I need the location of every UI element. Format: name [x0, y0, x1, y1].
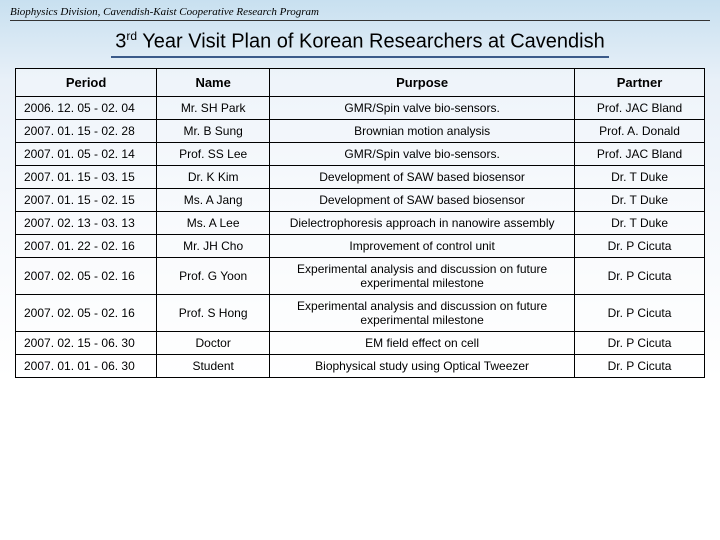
cell-period: 2007. 02. 15 - 06. 30	[16, 331, 157, 354]
cell-partner: Dr. T Duke	[575, 188, 705, 211]
table-row: 2007. 01. 15 - 03. 15Dr. K KimDevelopmen…	[16, 165, 705, 188]
cell-partner: Dr. P Cicuta	[575, 294, 705, 331]
cell-partner: Prof. JAC Bland	[575, 96, 705, 119]
col-header-purpose: Purpose	[270, 68, 575, 96]
cell-name: Mr. SH Park	[157, 96, 270, 119]
org-underline	[10, 20, 710, 21]
cell-period: 2007. 02. 05 - 02. 16	[16, 257, 157, 294]
cell-name: Ms. A Lee	[157, 211, 270, 234]
table-row: 2007. 02. 05 - 02. 16Prof. G YoonExperim…	[16, 257, 705, 294]
table-row: 2007. 01. 15 - 02. 28Mr. B SungBrownian …	[16, 119, 705, 142]
cell-partner: Dr. P Cicuta	[575, 354, 705, 377]
table-body: 2006. 12. 05 - 02. 04Mr. SH ParkGMR/Spin…	[16, 96, 705, 377]
cell-name: Prof. G Yoon	[157, 257, 270, 294]
cell-partner: Dr. T Duke	[575, 165, 705, 188]
cell-name: Student	[157, 354, 270, 377]
cell-purpose: Brownian motion analysis	[270, 119, 575, 142]
cell-period: 2007. 02. 05 - 02. 16	[16, 294, 157, 331]
cell-purpose: Development of SAW based biosensor	[270, 188, 575, 211]
table-row: 2007. 01. 05 - 02. 14Prof. SS LeeGMR/Spi…	[16, 142, 705, 165]
cell-purpose: Development of SAW based biosensor	[270, 165, 575, 188]
table-row: 2007. 02. 15 - 06. 30DoctorEM field effe…	[16, 331, 705, 354]
cell-purpose: Experimental analysis and discussion on …	[270, 257, 575, 294]
table-row: 2007. 02. 13 - 03. 13Ms. A LeeDielectrop…	[16, 211, 705, 234]
cell-partner: Prof. A. Donald	[575, 119, 705, 142]
visit-plan-table: Period Name Purpose Partner 2006. 12. 05…	[15, 68, 705, 378]
cell-name: Dr. K Kim	[157, 165, 270, 188]
cell-partner: Dr. P Cicuta	[575, 331, 705, 354]
page-title: 3rd Year Visit Plan of Korean Researcher…	[0, 29, 720, 58]
cell-purpose: Improvement of control unit	[270, 234, 575, 257]
cell-period: 2007. 01. 15 - 02. 15	[16, 188, 157, 211]
cell-purpose: GMR/Spin valve bio-sensors.	[270, 96, 575, 119]
cell-name: Prof. S Hong	[157, 294, 270, 331]
title-prefix: 3	[115, 31, 126, 53]
cell-name: Mr. JH Cho	[157, 234, 270, 257]
table-row: 2007. 01. 15 - 02. 15Ms. A JangDevelopme…	[16, 188, 705, 211]
cell-partner: Prof. JAC Bland	[575, 142, 705, 165]
cell-period: 2006. 12. 05 - 02. 04	[16, 96, 157, 119]
cell-name: Mr. B Sung	[157, 119, 270, 142]
cell-period: 2007. 01. 15 - 02. 28	[16, 119, 157, 142]
cell-partner: Dr. T Duke	[575, 211, 705, 234]
cell-period: 2007. 01. 22 - 02. 16	[16, 234, 157, 257]
cell-purpose: EM field effect on cell	[270, 331, 575, 354]
col-header-name: Name	[157, 68, 270, 96]
cell-name: Ms. A Jang	[157, 188, 270, 211]
table-row: 2007. 01. 22 - 02. 16Mr. JH ChoImproveme…	[16, 234, 705, 257]
cell-period: 2007. 02. 13 - 03. 13	[16, 211, 157, 234]
cell-purpose: Dielectrophoresis approach in nanowire a…	[270, 211, 575, 234]
title-sup: rd	[126, 29, 137, 43]
cell-name: Doctor	[157, 331, 270, 354]
cell-period: 2007. 01. 01 - 06. 30	[16, 354, 157, 377]
org-header: Biophysics Division, Cavendish-Kaist Coo…	[0, 0, 720, 20]
cell-partner: Dr. P Cicuta	[575, 234, 705, 257]
cell-name: Prof. SS Lee	[157, 142, 270, 165]
col-header-partner: Partner	[575, 68, 705, 96]
cell-partner: Dr. P Cicuta	[575, 257, 705, 294]
cell-purpose: Experimental analysis and discussion on …	[270, 294, 575, 331]
table-row: 2007. 01. 01 - 06. 30StudentBiophysical …	[16, 354, 705, 377]
cell-period: 2007. 01. 05 - 02. 14	[16, 142, 157, 165]
cell-purpose: GMR/Spin valve bio-sensors.	[270, 142, 575, 165]
table-row: 2006. 12. 05 - 02. 04Mr. SH ParkGMR/Spin…	[16, 96, 705, 119]
title-rest: Year Visit Plan of Korean Researchers at…	[137, 31, 605, 53]
cell-purpose: Biophysical study using Optical Tweezer	[270, 354, 575, 377]
table-header-row: Period Name Purpose Partner	[16, 68, 705, 96]
cell-period: 2007. 01. 15 - 03. 15	[16, 165, 157, 188]
col-header-period: Period	[16, 68, 157, 96]
table-row: 2007. 02. 05 - 02. 16Prof. S HongExperim…	[16, 294, 705, 331]
